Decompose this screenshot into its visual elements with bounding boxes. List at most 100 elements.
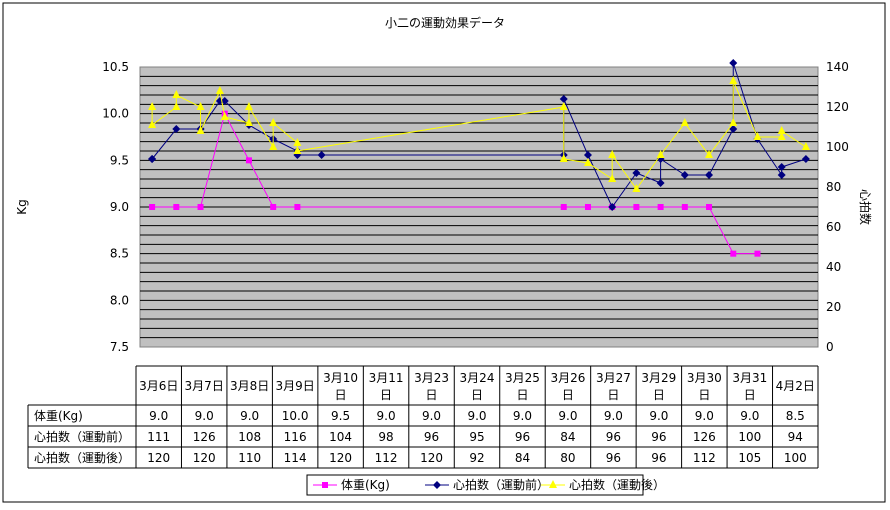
legend-marker [433,481,441,489]
table-cell: 95 [469,430,484,444]
table-cell: 80 [560,451,575,465]
data-point [583,151,592,159]
table-cell: 9.0 [649,409,668,423]
data-point [777,132,786,140]
right-tick-label: 40 [826,260,841,274]
table-cell: 10.0 [282,409,309,423]
table-header-cell: 日 [426,388,438,402]
right-axis-label: 心拍数 [858,189,873,225]
data-point [680,118,689,126]
table-header-cell: 3月10 [323,371,358,385]
right-tick-label: 60 [826,220,841,234]
left-tick-label: 9.0 [110,200,129,214]
table-cell: 114 [284,451,307,465]
right-tick-label: 140 [826,60,849,74]
data-point [656,179,665,187]
table-header-cell: 日 [698,388,710,402]
table-row-label: 心拍数（運動前） [34,429,130,444]
table-cell: 9.0 [740,409,759,423]
data-point [172,125,181,133]
data-point [215,86,224,94]
table-header-cell: 3月24 [460,371,495,385]
data-point [220,112,229,120]
table-cell: 84 [560,430,575,444]
table-cell: 9.0 [422,409,441,423]
data-point [657,204,664,210]
data-point [608,150,617,158]
table-header-cell: 日 [380,388,392,402]
table-cell: 92 [469,451,484,465]
legend-label: 体重(Kg) [341,478,390,492]
table-cell: 9.0 [513,409,532,423]
table-cell: 96 [606,451,621,465]
data-point [656,150,665,158]
data-point [584,204,591,210]
left-tick-label: 10.0 [102,107,129,121]
table-cell: 120 [329,451,352,465]
data-point [559,102,568,110]
table-header-cell: 3月30 [687,371,722,385]
right-tick-label: 20 [826,300,841,314]
table-cell: 120 [147,451,170,465]
table-cell: 104 [329,430,352,444]
data-point [559,154,568,162]
series-3 [148,76,810,192]
data-point [729,125,738,133]
data-point [680,171,689,179]
table-cell: 9.5 [331,409,350,423]
right-axis-ticks: 140 120 100 80 60 40 20 0 [826,60,849,354]
table-header-cell: 日 [744,388,756,402]
legend-marker [549,480,557,488]
table-cell: 108 [238,430,261,444]
data-point [270,204,277,210]
data-point [148,102,157,110]
data-point [245,157,252,164]
table-header-cell: 日 [516,388,528,402]
table-cell: 96 [606,430,621,444]
data-point [705,171,714,179]
data-point [777,126,786,134]
data-point [583,158,592,166]
legend-box [306,474,644,496]
table-row-label: 心拍数（運動後） [34,450,130,465]
data-point [730,250,737,257]
table-cell: 98 [378,430,393,444]
table-cell: 96 [515,430,530,444]
table-cell: 9.0 [195,409,214,423]
data-point [197,204,204,210]
table-header-cell: 3月29 [641,371,676,385]
gridlines [140,75,818,339]
data-point [608,174,617,182]
table-cell: 96 [424,430,439,444]
table-header-cell: 3月6日 [139,379,178,393]
left-axis-label: Kg [15,199,29,215]
table-cell: 96 [651,451,666,465]
table-header-cell: 3月31 [732,371,767,385]
data-point [172,102,181,110]
table-cell: 8.5 [786,409,805,423]
table-cell: 112 [693,451,716,465]
table-cell: 120 [193,451,216,465]
table-cell: 111 [147,430,170,444]
data-point [801,155,810,163]
right-tick-label: 100 [826,140,849,154]
table-header-cell: 3月11 [369,371,404,385]
left-tick-label: 8.0 [110,293,129,307]
table-cell: 9.0 [240,409,259,423]
data-point [293,146,302,154]
data-table: 3月6日 3月7日 3月8日 3月9日 3月10 日 3月11 日 3月23 日 3月24 日 3月25… [27,365,819,469]
data-point [632,169,641,177]
table-cell: 9.0 [377,409,396,423]
right-tick-label: 0 [826,340,834,354]
data-point [633,204,640,210]
left-tick-label: 9.5 [110,153,129,167]
left-tick-label: 10.5 [102,60,129,74]
table-cell: 112 [375,451,398,465]
table-cell: 100 [784,451,807,465]
table-cell: 100 [738,430,761,444]
data-point [729,118,738,126]
table-header-cell: 日 [653,388,665,402]
data-point [196,102,205,110]
data-point [269,142,278,150]
